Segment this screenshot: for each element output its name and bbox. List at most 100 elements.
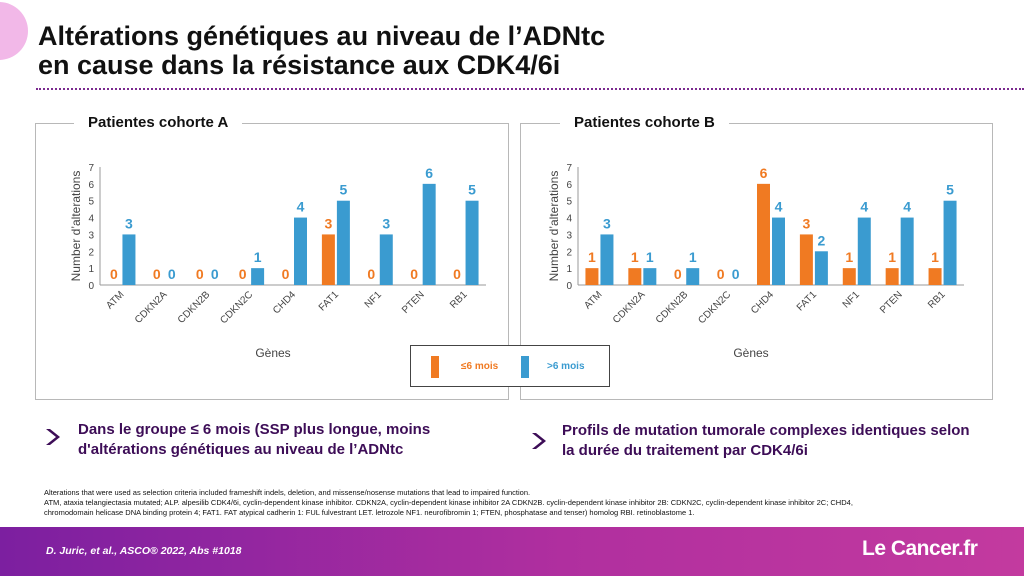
data-label: 0 — [367, 266, 375, 282]
bar — [251, 268, 265, 285]
x-tick-label: RB1 — [448, 289, 470, 311]
y-tick-label: 4 — [88, 214, 94, 225]
data-label: 0 — [717, 266, 725, 282]
bar — [943, 200, 957, 285]
x-tick-label: ATM — [104, 289, 126, 311]
data-label: 0 — [168, 266, 176, 282]
x-tick-label: CHD4 — [749, 289, 776, 316]
data-label: 0 — [110, 266, 118, 282]
x-tick-label: CDKN2B — [654, 289, 691, 326]
x-tick-label: FAT1 — [317, 289, 341, 313]
x-tick-label: CDKN2A — [611, 289, 648, 326]
x-tick-label: NF1 — [841, 289, 862, 310]
legend-label-long: >6 mois — [547, 361, 585, 372]
data-label: 6 — [760, 165, 768, 181]
bar — [321, 234, 335, 285]
bar — [465, 200, 479, 285]
data-label: 6 — [425, 165, 433, 181]
bar — [900, 217, 914, 285]
bullet-right: Profils de mutation tumorale complexes i… — [562, 422, 970, 459]
data-label: 3 — [382, 215, 390, 231]
data-label: 3 — [125, 215, 133, 231]
bar — [294, 217, 307, 285]
y-tick-label: 0 — [88, 281, 94, 292]
x-tick-label: CDKN2C — [696, 289, 733, 326]
footnote: Alterations that were used as selection … — [44, 488, 994, 518]
bar — [928, 268, 942, 285]
data-label: 4 — [297, 199, 305, 215]
bar — [885, 268, 899, 285]
footer-bar — [0, 527, 1024, 576]
data-label: 1 — [845, 249, 853, 265]
y-tick-label: 7 — [88, 163, 94, 174]
y-tick-label: 2 — [88, 247, 94, 258]
x-tick-label: CDKN2C — [218, 289, 255, 326]
y-tick-label: 0 — [566, 281, 572, 292]
logo[interactable]: Le Cancer.fr — [862, 537, 978, 560]
x-tick-label: FAT1 — [795, 289, 819, 313]
data-label: 0 — [732, 266, 740, 282]
bar — [628, 268, 642, 285]
data-label: 1 — [646, 249, 654, 265]
x-tick-label: CDKN2A — [133, 289, 170, 326]
page-title: Altérations génétiques au niveau de l’AD… — [38, 22, 605, 80]
bar — [122, 234, 136, 285]
x-tick-label: CHD4 — [271, 289, 298, 316]
y-tick-label: 1 — [566, 264, 572, 275]
y-tick-label: 2 — [566, 247, 572, 258]
bar — [600, 234, 614, 285]
decorative-circle — [0, 2, 28, 60]
panel-cohort-a: Patientes cohorte A — [35, 114, 509, 400]
panel-cohort-b: Patientes cohorte B — [520, 114, 993, 400]
data-label: 3 — [802, 215, 810, 231]
bar — [799, 234, 813, 285]
data-label: 4 — [775, 199, 783, 215]
data-label: 0 — [453, 266, 461, 282]
bar — [772, 217, 785, 285]
data-label: 1 — [931, 249, 939, 265]
y-tick-label: 5 — [566, 197, 572, 208]
data-label: 4 — [903, 199, 911, 215]
y-tick-label: 6 — [566, 180, 572, 191]
data-label: 2 — [817, 232, 825, 248]
data-label: 5 — [946, 182, 954, 198]
data-label: 5 — [339, 182, 347, 198]
data-label: 0 — [196, 266, 204, 282]
footnote-line-3: chromodomain helicase DNA binding protei… — [44, 508, 695, 517]
y-tick-label: 6 — [88, 180, 94, 191]
data-label: 1 — [588, 249, 596, 265]
bar — [422, 183, 436, 285]
data-label: 3 — [603, 215, 611, 231]
data-label: 0 — [239, 266, 247, 282]
bar — [857, 217, 871, 285]
bar — [336, 200, 350, 285]
citation: D. Juric, et al., ASCO® 2022, Abs #1018 — [46, 545, 242, 557]
x-tick-label: RB1 — [926, 289, 948, 311]
x-tick-label: NF1 — [363, 289, 384, 310]
data-label: 0 — [674, 266, 682, 282]
x-tick-label: ATM — [582, 289, 604, 311]
data-label: 1 — [888, 249, 896, 265]
data-label: 1 — [689, 249, 697, 265]
legend-swatch-long — [521, 356, 529, 378]
data-label: 1 — [254, 249, 262, 265]
bar — [842, 268, 856, 285]
footnote-line-1: Alterations that were used as selection … — [44, 488, 531, 497]
footnote-line-2: ATM, ataxia telangiectasia mutated; ALP.… — [44, 498, 853, 507]
data-label: 3 — [324, 215, 332, 231]
y-tick-label: 7 — [566, 163, 572, 174]
legend-swatch-short — [431, 356, 439, 378]
bar — [379, 234, 393, 285]
title-line-1: Altérations génétiques au niveau de l’AD… — [38, 21, 606, 51]
title-line-2: en cause dans la résistance aux CDK4/6i — [38, 50, 561, 80]
y-tick-label: 3 — [88, 230, 94, 241]
legend-label-short: ≤6 mois — [461, 361, 499, 372]
y-tick-label: 1 — [88, 264, 94, 275]
data-label: 0 — [410, 266, 418, 282]
chart-legend: ≤6 mois >6 mois — [410, 345, 610, 387]
bar — [585, 268, 599, 285]
data-label: 5 — [468, 182, 476, 198]
y-tick-label: 4 — [566, 214, 572, 225]
bar — [757, 183, 770, 285]
